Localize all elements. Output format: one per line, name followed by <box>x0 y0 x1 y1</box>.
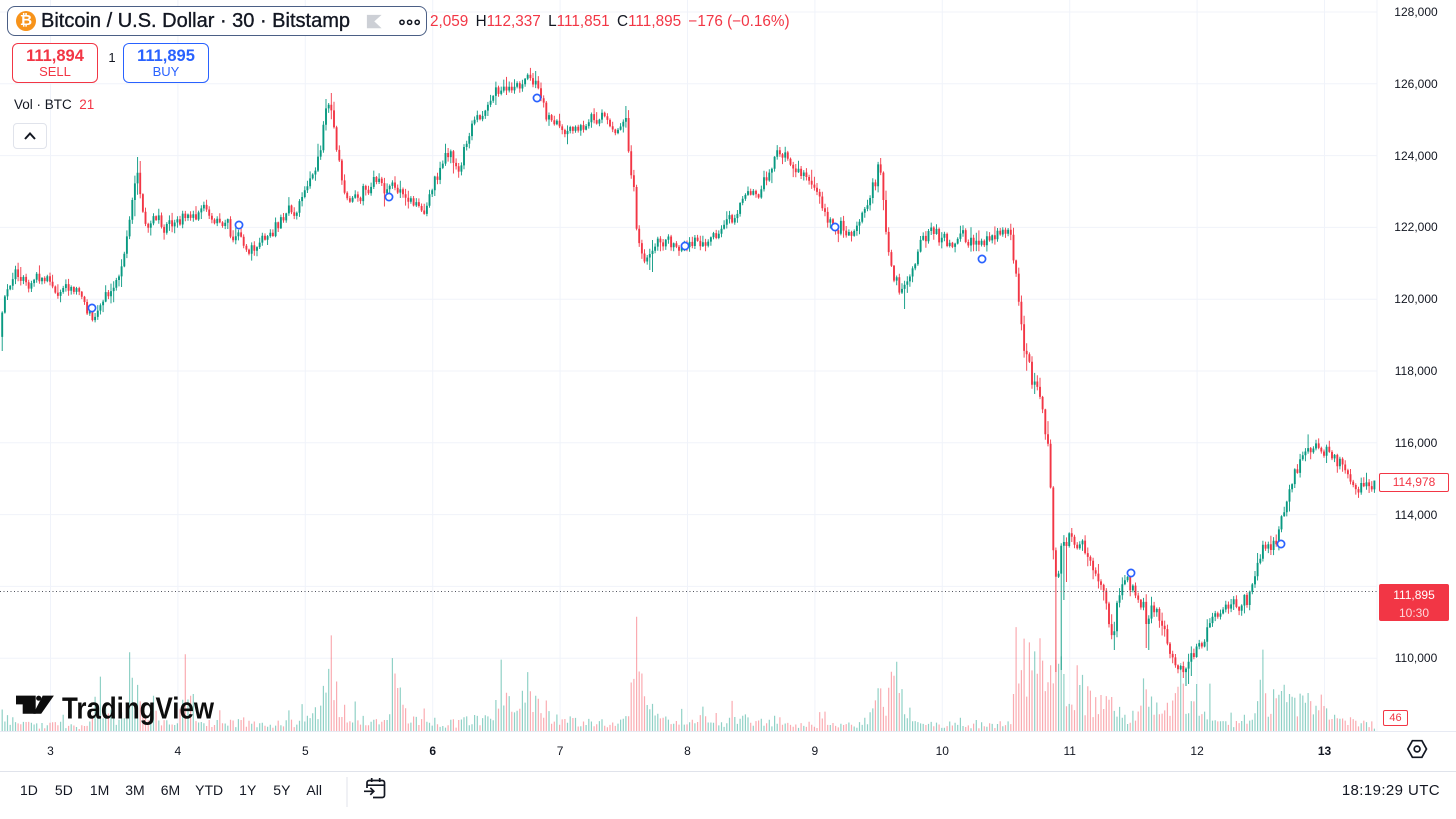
svg-text:TradingView: TradingView <box>62 695 215 726</box>
